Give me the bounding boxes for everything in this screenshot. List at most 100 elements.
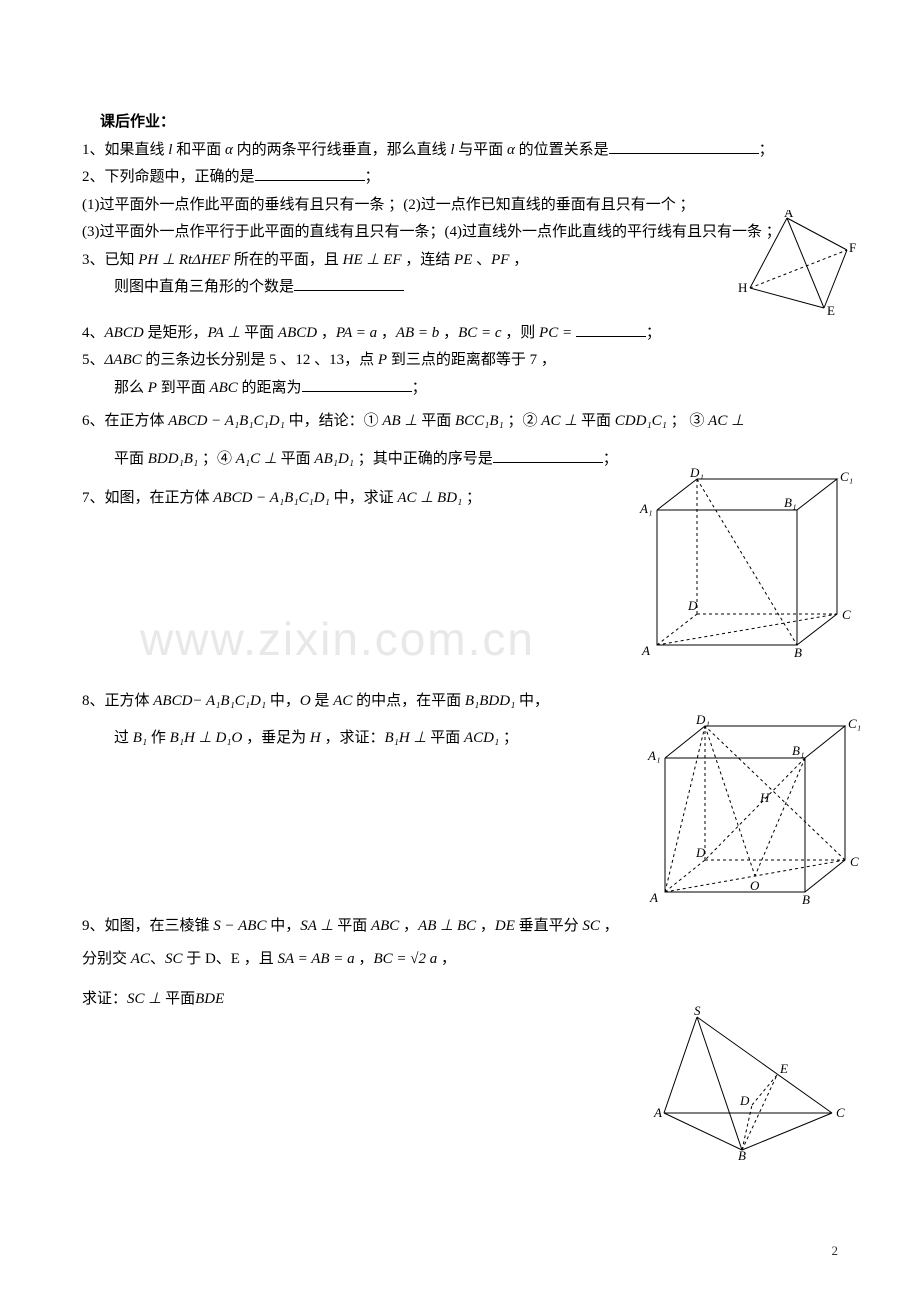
math: S − ABC: [213, 918, 266, 934]
text: 的位置关系是: [515, 142, 609, 158]
text: ，: [439, 325, 458, 341]
text: 的中点，在平面: [352, 693, 465, 709]
text: 3、已知: [82, 252, 138, 268]
math: ABC: [209, 380, 237, 396]
text: 平面: [277, 451, 315, 467]
label-F: F: [849, 240, 856, 255]
math: ABCD: [105, 325, 144, 341]
label-A: A: [641, 643, 650, 658]
math: DE: [495, 918, 515, 934]
math: ABCD− A₁B₁C₁D₁: [153, 693, 266, 709]
text: 平面: [114, 451, 148, 467]
text: 的三条边长分别是 5 、12 、13，点: [142, 352, 378, 368]
label-C1: C₁: [848, 716, 861, 731]
math: AC: [333, 693, 352, 709]
text: ；: [462, 490, 481, 506]
math: ABCD − A₁B₁C₁D₁: [213, 490, 330, 506]
text: 过: [114, 730, 133, 746]
text: 作: [147, 730, 170, 746]
section-header: 课后作业：: [100, 110, 838, 136]
text: ，: [355, 951, 374, 967]
math: CDD₁C₁: [615, 413, 667, 429]
question-9-line2: 分别交 AC、SC 于 D、E ，且 SA = AB = a ，BC = √2 …: [82, 947, 838, 973]
text: ，求证：: [321, 730, 385, 746]
text: ；: [646, 325, 661, 341]
math: ABCD: [278, 325, 317, 341]
text: 、: [150, 951, 165, 967]
label-C1: C₁: [840, 469, 853, 484]
text: ；: [412, 380, 427, 396]
text: 2、下列命题中，正确的是: [82, 169, 255, 185]
math: BC = √2 a: [373, 951, 437, 967]
text: 垂直平分: [515, 918, 583, 934]
math: SC ⊥: [127, 991, 161, 1007]
text: ，连结: [402, 252, 455, 268]
fill-blank: [576, 322, 646, 337]
fill-blank: [302, 377, 412, 392]
label-S: S: [694, 1005, 701, 1018]
var: α: [225, 142, 233, 158]
text: ，: [509, 252, 528, 268]
math: AC ⊥ BD₁: [397, 490, 462, 506]
math: PH ⊥ RtΔHEF: [138, 252, 230, 268]
text: 平面: [240, 325, 278, 341]
math: P: [148, 380, 157, 396]
math: ΔABC: [105, 352, 142, 368]
question-4: 4、ABCD 是矩形，PA ⊥ 平面 ABCD ，PA = a ，AB = b …: [82, 321, 838, 347]
math: H: [310, 730, 321, 746]
text: 9、如图，在三棱锥: [82, 918, 213, 934]
label-B: B: [738, 1148, 746, 1160]
figure-q9: S E D A C B: [652, 1005, 852, 1170]
math: HE ⊥ EF: [343, 252, 402, 268]
math: SA = AB = a: [277, 951, 354, 967]
text: 中，: [515, 693, 549, 709]
label-E: E: [827, 303, 835, 318]
text: ，则: [502, 325, 540, 341]
fill-blank: [255, 166, 365, 181]
text: 所在的平面，且: [230, 252, 343, 268]
question-3: 3、已知 PH ⊥ RtΔHEF 所在的平面，且 HE ⊥ EF ，连结 PE …: [82, 248, 838, 274]
figure-q8: D₁ C₁ A₁ B₁ H D C A O B: [640, 710, 870, 920]
math: BCC₁B₁: [455, 413, 504, 429]
label-B: B: [802, 892, 810, 907]
label-A: A: [653, 1105, 662, 1120]
text: ，: [399, 918, 418, 934]
text: ； ③: [667, 413, 708, 429]
label-H: H: [738, 280, 747, 295]
text: 于 D、E ，且: [182, 951, 277, 967]
question-2: 2、下列命题中，正确的是；: [82, 165, 838, 191]
label-C: C: [836, 1105, 845, 1120]
math: AC ⊥: [708, 413, 744, 429]
label-D: D: [739, 1093, 750, 1108]
text: 那么: [114, 380, 148, 396]
text: ，: [377, 325, 396, 341]
text: ；②: [504, 413, 542, 429]
text: 和平面: [172, 142, 225, 158]
question-5: 5、ΔABC 的三条边长分别是 5 、12 、13，点 P 到三点的距离都等于 …: [82, 348, 838, 374]
math: PE: [454, 252, 472, 268]
content-area: 课后作业： 1、如果直线 l 和平面 α 内的两条平行线垂直，那么直线 l 与平…: [82, 110, 838, 1012]
label-D: D: [687, 598, 698, 613]
figure-q7: D₁ C₁ A₁ B₁ D C A B: [632, 465, 862, 670]
math: SC: [582, 918, 600, 934]
label-A: A: [784, 210, 794, 220]
text: ；: [603, 451, 618, 467]
question-1: 1、如果直线 l 和平面 α 内的两条平行线垂直，那么直线 l 与平面 α 的位…: [82, 138, 838, 164]
text: ，: [600, 918, 619, 934]
text: 平面: [161, 991, 195, 1007]
text: ，垂足为: [242, 730, 310, 746]
text: 平面: [333, 918, 371, 934]
math: BDD₁B₁: [148, 451, 198, 467]
math: AB ⊥ BC: [418, 918, 476, 934]
text: 1、如果直线: [82, 142, 168, 158]
question-2-opt1: (1)过平面外一点作此平面的垂线有且只有一条 ；(2)过一点作已知直线的垂面有且…: [82, 193, 838, 219]
label-D1: D₁: [695, 712, 710, 727]
math: ACD₁: [464, 730, 499, 746]
math: PC =: [539, 325, 572, 341]
math: AC ⊥: [541, 413, 577, 429]
text: 到平面: [157, 380, 210, 396]
text: ；: [499, 730, 518, 746]
math: BDE: [195, 991, 224, 1007]
text: ，: [476, 918, 495, 934]
math: AB = b: [396, 325, 439, 341]
